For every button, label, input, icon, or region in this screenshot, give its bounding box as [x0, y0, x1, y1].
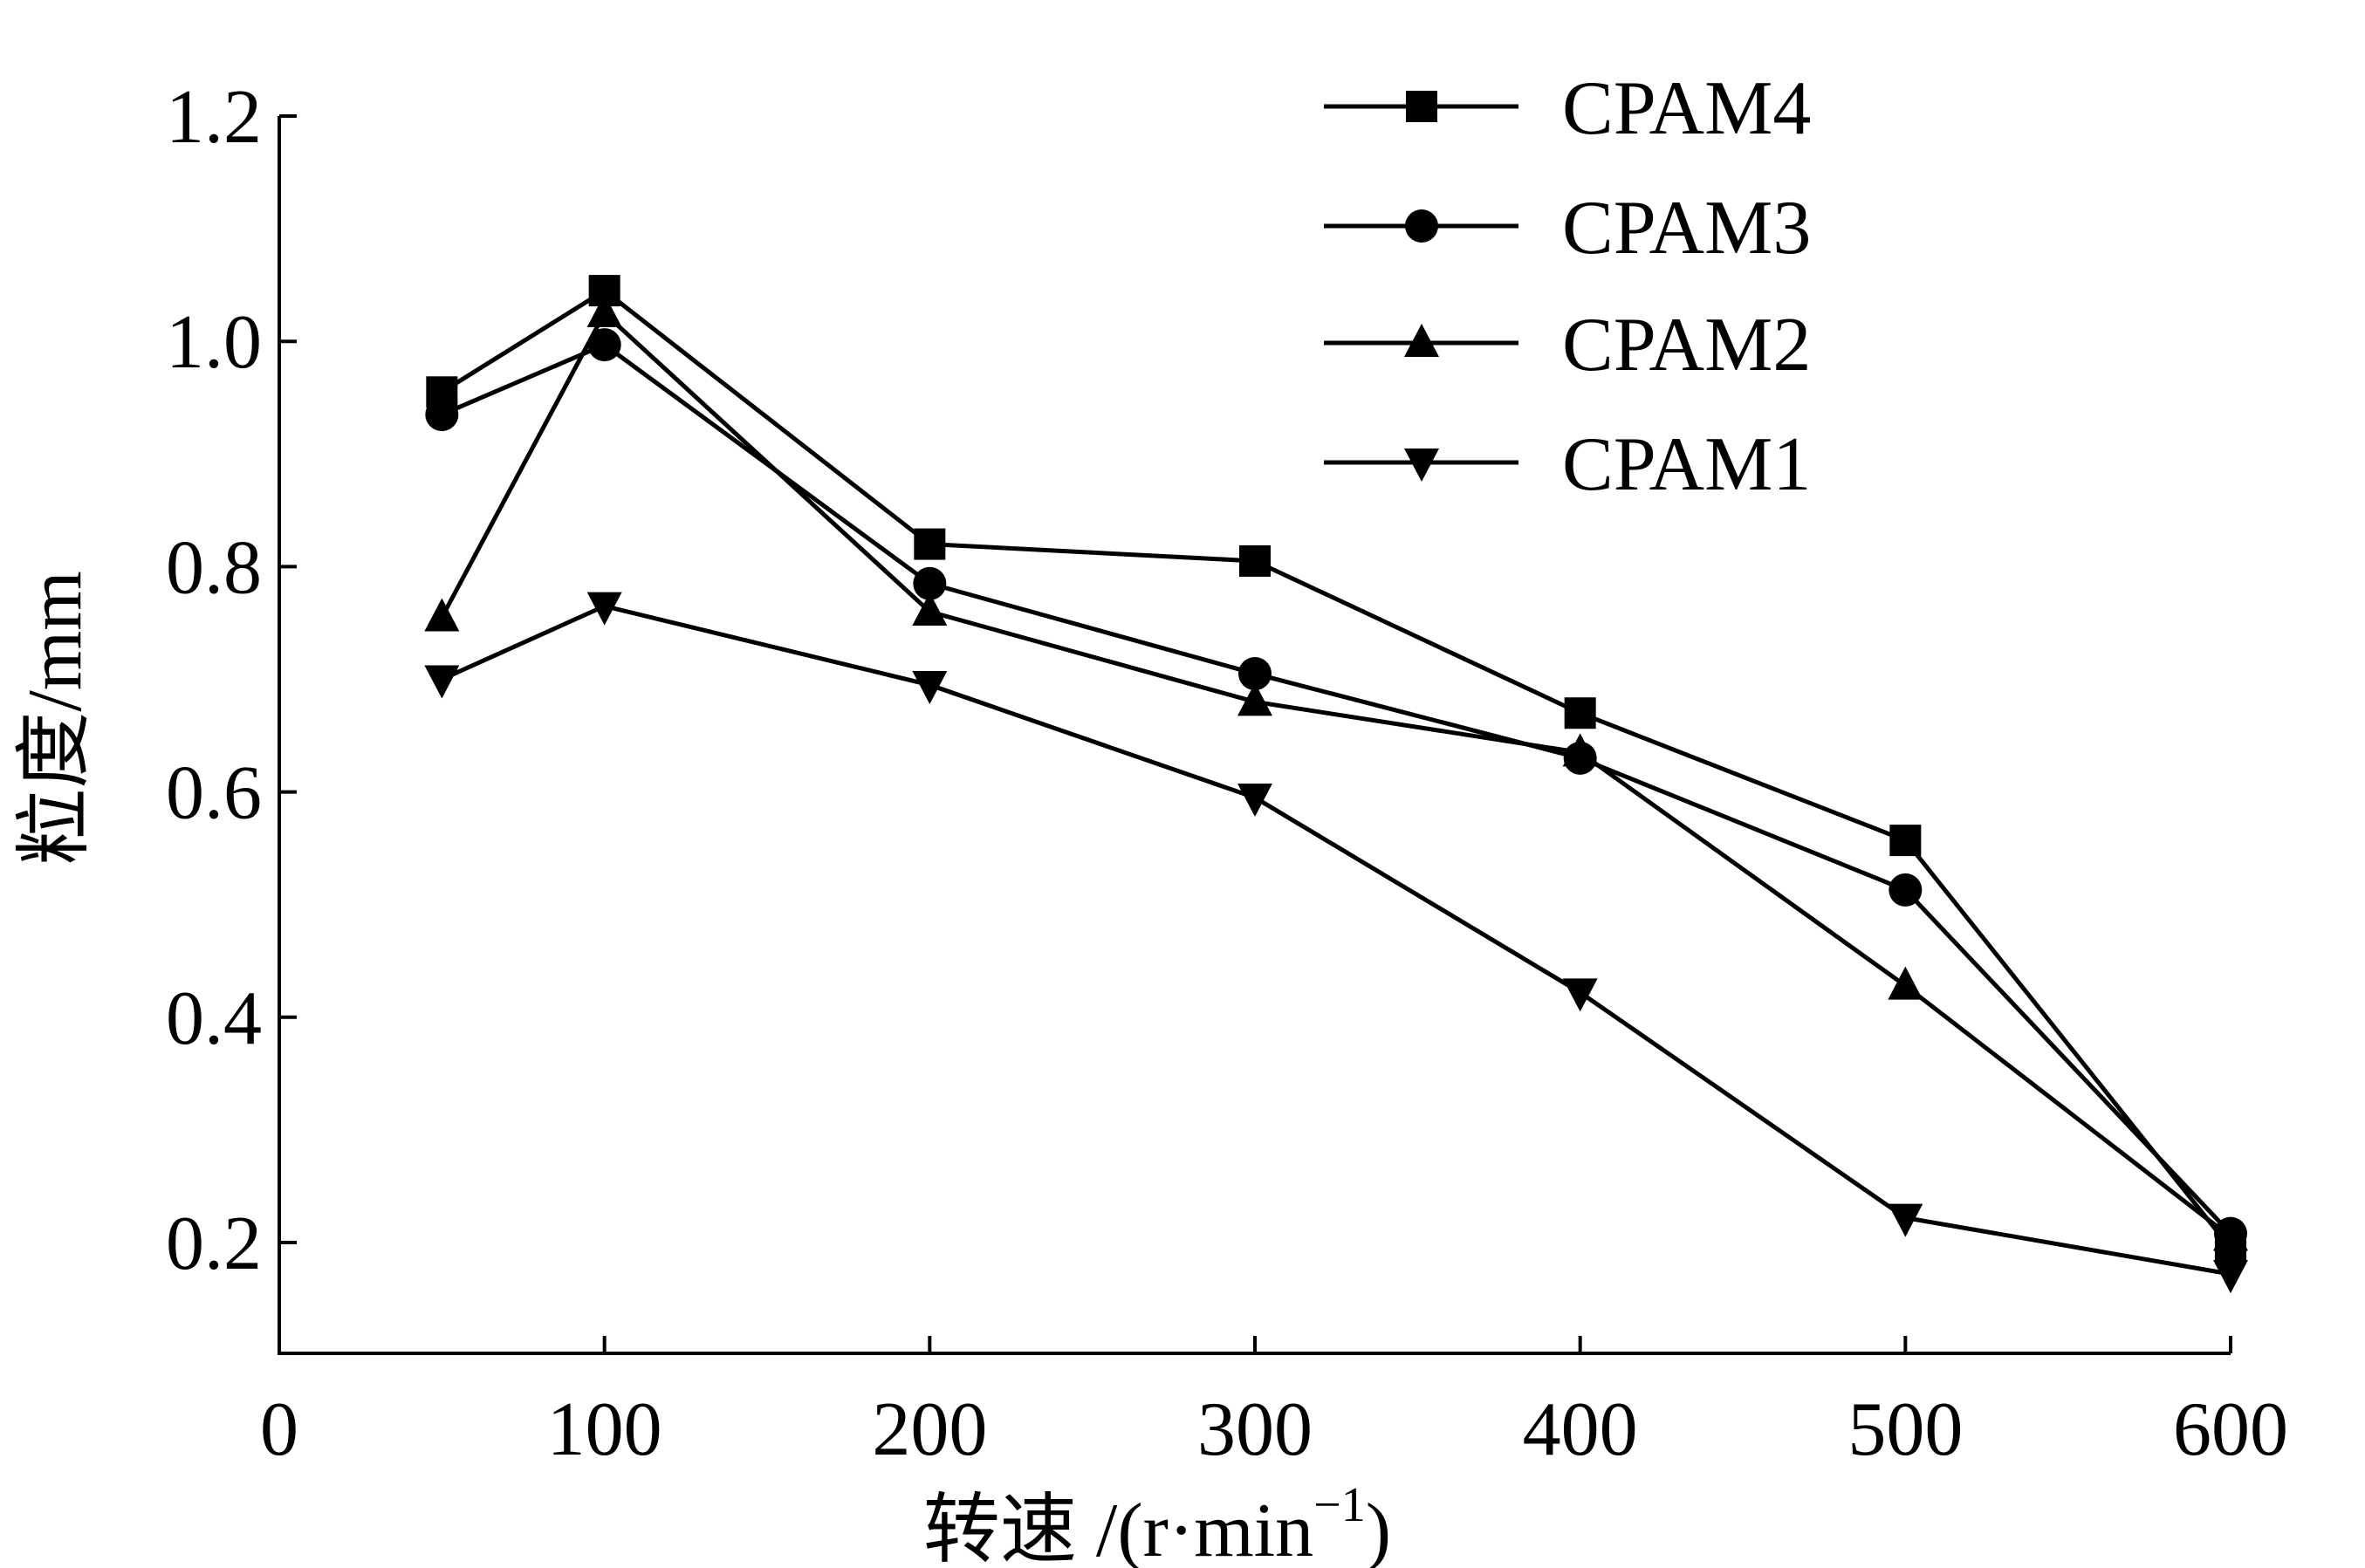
legend-marker-cpam1: [1404, 448, 1439, 482]
data-point-cpam1: [586, 592, 622, 626]
data-point-cpam2: [1237, 682, 1272, 716]
data-point-cpam4: [1889, 825, 1922, 857]
data-point-cpam3: [1889, 873, 1923, 907]
legend-label-cpam1: CPAM1: [1562, 422, 1811, 507]
data-point-cpam2: [1562, 733, 1598, 767]
y-tick-label: 0.6: [166, 751, 262, 836]
data-point-cpam1: [912, 670, 948, 704]
data-point-cpam1: [2213, 1260, 2248, 1294]
axes: [278, 116, 2231, 1355]
legend-label-cpam4: CPAM4: [1562, 66, 1811, 151]
data-point-cpam3: [425, 398, 459, 432]
legend: CPAM4 CPAM3 CPAM2 CPAM1: [1324, 66, 1811, 507]
x-tick-label: 400: [1523, 1387, 1638, 1472]
y-tick-label: 0.2: [166, 1202, 262, 1286]
data-point-cpam1: [1562, 978, 1598, 1012]
data-point-cpam2: [424, 598, 460, 632]
x-tick-label: 100: [547, 1387, 662, 1472]
data-point-cpam4: [1239, 544, 1271, 577]
series-line-cpam4: [441, 288, 2232, 1250]
data-point-cpam2: [1888, 966, 1923, 1000]
series-line-cpam2: [440, 309, 2232, 1239]
legend-marker-cpam3: [1405, 209, 1438, 243]
series-markers: [424, 275, 2248, 1294]
series-line-cpam1: [441, 603, 2231, 1277]
x-tick-label: 0: [260, 1387, 298, 1472]
x-axis-label: 转速 /(r·min−1): [923, 1478, 1391, 1568]
data-point-cpam1: [1888, 1203, 1923, 1237]
series-lines: [440, 288, 2232, 1277]
x-axis-label-close: ): [1366, 1489, 1391, 1568]
ticks: 0 100 200 300 400 500 600 0.2 0.4 0.6 0.8 1.0 1.2: [166, 75, 2288, 1472]
x-axis-label-main: 转速 /(r·min: [923, 1489, 1313, 1568]
legend-marker-cpam4: [1406, 91, 1437, 122]
data-point-cpam2: [586, 293, 622, 327]
x-tick-label: 300: [1197, 1387, 1313, 1472]
data-point-cpam2: [912, 592, 948, 627]
x-tick-label: 600: [2173, 1387, 2288, 1472]
data-point-cpam4: [914, 528, 946, 560]
data-point-cpam3: [1238, 657, 1272, 691]
y-tick-label: 0.8: [166, 525, 262, 610]
x-tick-label: 500: [1847, 1387, 1963, 1472]
legend-label-cpam3: CPAM3: [1562, 186, 1811, 270]
data-point-cpam4: [1564, 697, 1596, 729]
data-point-cpam3: [587, 328, 621, 362]
y-tick-label: 1.0: [166, 300, 262, 385]
x-axis-label-superscript: −1: [1313, 1478, 1366, 1532]
data-point-cpam2: [2213, 1217, 2248, 1251]
y-axis-label: 粒度/mm: [13, 571, 98, 865]
legend-label-cpam2: CPAM2: [1562, 303, 1811, 387]
y-tick-label: 0.4: [166, 976, 262, 1061]
series-line-cpam3: [441, 342, 2232, 1236]
legend-marker-cpam2: [1404, 324, 1439, 357]
x-tick-label: 200: [872, 1387, 987, 1472]
data-point-cpam3: [913, 566, 947, 600]
data-point-cpam1: [1237, 784, 1272, 818]
y-tick-label: 1.2: [166, 75, 262, 160]
data-point-cpam1: [424, 665, 460, 699]
